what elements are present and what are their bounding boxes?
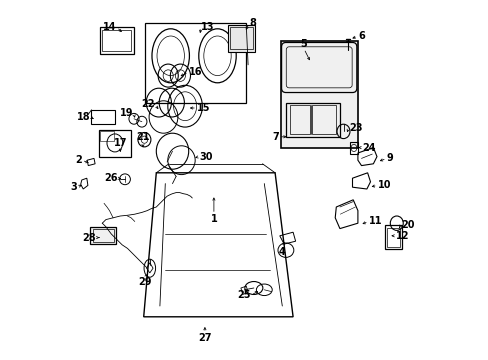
Text: 24: 24 xyxy=(361,143,375,153)
Bar xyxy=(280,41,357,148)
Text: 8: 8 xyxy=(249,18,256,28)
Text: 27: 27 xyxy=(198,333,211,343)
Text: 14: 14 xyxy=(103,22,117,32)
Polygon shape xyxy=(143,173,292,317)
Bar xyxy=(91,110,115,124)
Text: 10: 10 xyxy=(377,180,390,190)
Text: 1: 1 xyxy=(210,214,217,224)
Text: 18: 18 xyxy=(77,112,90,122)
Bar xyxy=(285,103,339,137)
Polygon shape xyxy=(357,148,376,166)
Text: 28: 28 xyxy=(82,233,96,243)
Text: 5: 5 xyxy=(300,39,306,49)
Text: 30: 30 xyxy=(199,152,213,162)
Bar xyxy=(228,25,255,52)
Text: 6: 6 xyxy=(357,31,364,41)
Text: 13: 13 xyxy=(201,22,214,32)
Text: 21: 21 xyxy=(136,132,149,142)
Text: 22: 22 xyxy=(142,99,155,109)
Bar xyxy=(145,23,246,103)
Bar xyxy=(311,105,335,134)
Polygon shape xyxy=(335,200,357,229)
Bar xyxy=(90,227,116,244)
Text: 16: 16 xyxy=(188,67,202,77)
Text: 17: 17 xyxy=(113,138,127,148)
Text: 19: 19 xyxy=(120,108,133,118)
Bar xyxy=(384,225,401,249)
Text: 29: 29 xyxy=(139,277,152,287)
Bar xyxy=(100,27,134,54)
Bar xyxy=(386,228,399,247)
Text: 23: 23 xyxy=(348,123,362,133)
Text: 4: 4 xyxy=(278,247,285,257)
Bar xyxy=(99,130,131,157)
Text: 20: 20 xyxy=(400,220,414,230)
Text: 9: 9 xyxy=(386,153,393,163)
Text: 25: 25 xyxy=(237,290,250,300)
Bar xyxy=(100,131,114,141)
Bar xyxy=(102,30,131,51)
Text: 12: 12 xyxy=(395,231,408,241)
Bar xyxy=(349,142,357,154)
Text: 11: 11 xyxy=(368,216,382,226)
Text: 26: 26 xyxy=(104,173,118,183)
Polygon shape xyxy=(352,173,370,189)
Bar xyxy=(93,229,114,242)
Text: 2: 2 xyxy=(75,155,81,165)
Text: 3: 3 xyxy=(70,182,77,192)
Bar xyxy=(230,27,253,49)
Text: 7: 7 xyxy=(271,132,278,142)
Text: 15: 15 xyxy=(197,103,210,113)
Bar xyxy=(289,105,309,134)
